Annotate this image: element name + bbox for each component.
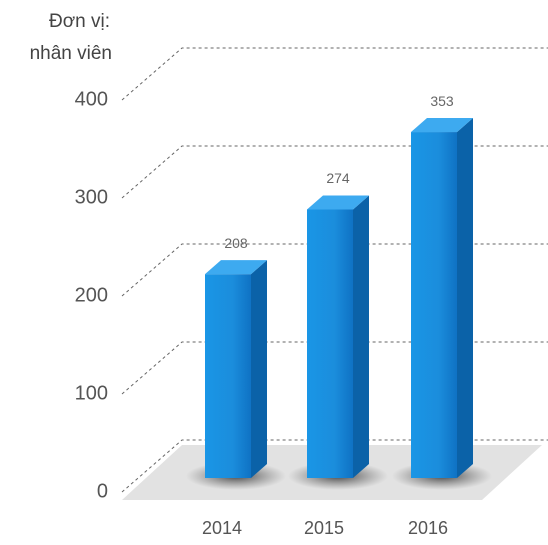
grid-line <box>121 439 548 493</box>
bar-side <box>457 118 473 478</box>
grid-line <box>121 145 548 199</box>
bar-top <box>205 260 267 275</box>
bar-side <box>353 195 369 479</box>
bar-side <box>251 260 267 478</box>
y-tick-label: 0 <box>97 480 108 502</box>
y-tick-label: 400 <box>75 88 108 110</box>
bar-top <box>307 195 369 210</box>
value-label: 208 <box>224 235 248 251</box>
value-label: 274 <box>326 170 350 186</box>
y-axis-title: nhân viên <box>30 43 112 64</box>
bar <box>205 274 251 478</box>
y-tick-label: 200 <box>75 284 108 306</box>
grid-line <box>121 243 548 297</box>
grid-line <box>121 341 548 395</box>
bar <box>307 209 353 479</box>
grid-line <box>121 47 548 101</box>
bar <box>411 132 457 478</box>
x-tick-label: 2016 <box>408 518 448 538</box>
y-tick-label: 300 <box>75 186 108 208</box>
value-label: 353 <box>430 93 454 109</box>
x-tick-label: 2015 <box>304 518 344 538</box>
y-axis-title: Đơn vị: <box>49 11 110 32</box>
x-tick-label: 2014 <box>202 518 242 538</box>
bar-top <box>411 118 473 133</box>
y-tick-label: 100 <box>75 382 108 404</box>
